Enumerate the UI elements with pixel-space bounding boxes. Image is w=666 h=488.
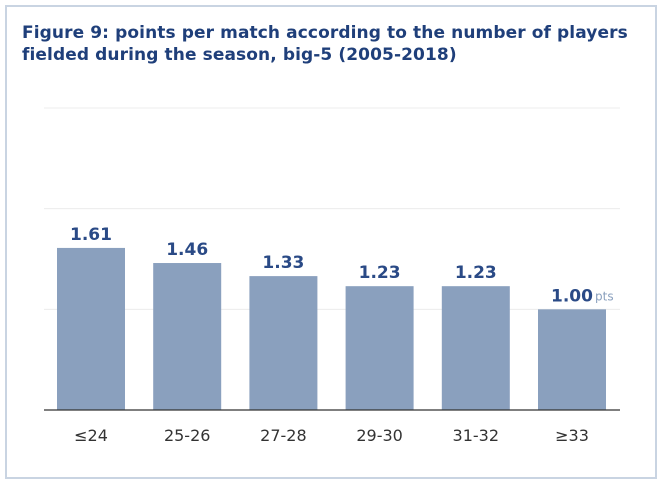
bar-2 xyxy=(249,276,318,410)
value-label-1: 1.46 xyxy=(166,240,208,260)
value-label-2: 1.33 xyxy=(262,253,304,273)
value-label-3: 1.23 xyxy=(359,263,401,283)
bar-3 xyxy=(345,286,414,410)
x-tick-label-0: ≤24 xyxy=(74,426,108,445)
x-tick-label-4: 31-32 xyxy=(453,426,500,445)
bar-0 xyxy=(57,247,125,410)
x-tick-label-2: 27-28 xyxy=(260,426,307,445)
value-label-5: 1.00 xyxy=(551,286,593,306)
bar-5 xyxy=(538,309,606,410)
bar-1 xyxy=(153,263,222,410)
unit-label: pts xyxy=(595,289,614,303)
x-tick-label-3: 29-30 xyxy=(356,426,403,445)
x-tick-label-1: 25-26 xyxy=(164,426,211,445)
value-label-0: 1.61 xyxy=(70,225,112,245)
x-tick-label-5: ≥33 xyxy=(555,426,589,445)
chart-title-line-2: fielded during the season, big-5 (2005-2… xyxy=(22,45,457,65)
bar-4 xyxy=(441,286,510,410)
chart-title: Figure 9: points per match according to … xyxy=(22,22,652,66)
chart-title-line-1: Figure 9: points per match according to … xyxy=(22,23,628,43)
value-label-4: 1.23 xyxy=(455,263,497,283)
